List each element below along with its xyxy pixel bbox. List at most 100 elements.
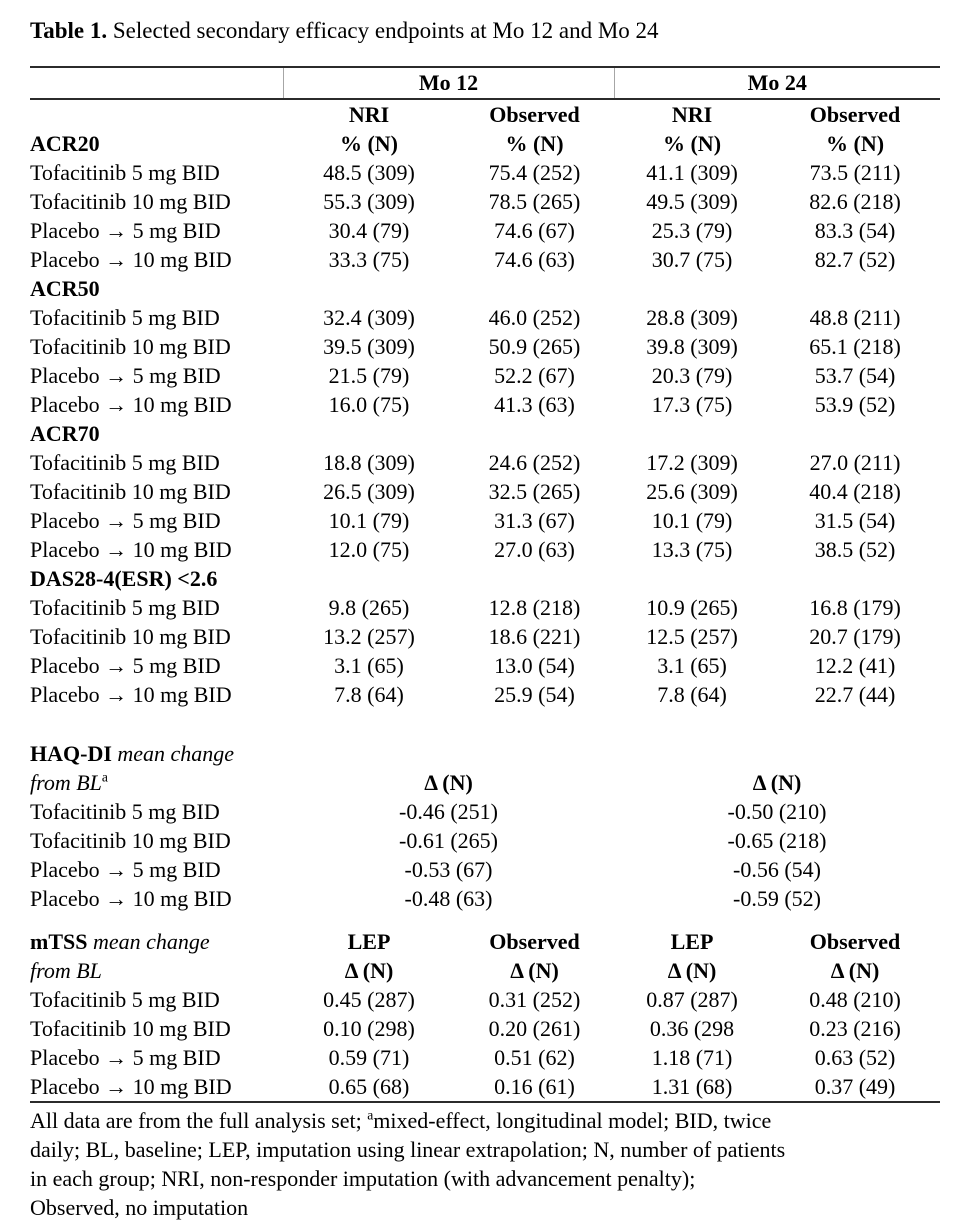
table-row: Placebo → 5 mg BID 10.1 (79) 31.3 (67) 1… bbox=[30, 506, 940, 535]
value-cell: 31.3 (67) bbox=[494, 507, 575, 533]
value-cell: 30.4 (79) bbox=[328, 217, 410, 243]
footnote-marker: a bbox=[367, 1107, 374, 1123]
spacer-row bbox=[30, 913, 940, 927]
footnote-line1-pre: All data are from the full analysis set; bbox=[30, 1108, 368, 1133]
section-row-acr70: ACR70 bbox=[30, 419, 940, 448]
table-title-text: Selected secondary efficacy endpoints at… bbox=[107, 18, 659, 43]
value-cell: 0.31 (252) bbox=[488, 986, 581, 1012]
value-cell: 39.5 (309) bbox=[323, 333, 415, 359]
value-cell: 0.65 (68) bbox=[328, 1073, 410, 1099]
row-label: Tofacitinib 10 mg BID bbox=[30, 1015, 231, 1041]
footnote-line2: daily; BL, baseline; LEP, imputation usi… bbox=[30, 1137, 786, 1162]
table-row: Tofacitinib 5 mg BID 32.4 (309) 46.0 (25… bbox=[30, 303, 940, 332]
empty-cell bbox=[770, 739, 940, 768]
value-cell: 12.0 (75) bbox=[328, 536, 410, 562]
value-cell: 25.6 (309) bbox=[646, 478, 738, 504]
value-cell: 17.2 (309) bbox=[646, 449, 738, 475]
section-row-haqdi-line2: from BLa Δ (N) Δ (N) bbox=[30, 768, 940, 797]
value-cell: 26.5 (309) bbox=[323, 478, 415, 504]
value-cell: 27.0 (211) bbox=[809, 449, 901, 475]
value-cell: 28.8 (309) bbox=[646, 304, 738, 330]
row-label: Tofacitinib 5 mg BID bbox=[30, 304, 220, 330]
value-cell: 10.1 (79) bbox=[651, 507, 733, 533]
value-cell: 30.7 (75) bbox=[651, 246, 733, 272]
table-row: Placebo → 10 mg BID -0.48 (63) -0.59 (52… bbox=[30, 884, 940, 913]
empty-cell bbox=[614, 564, 770, 593]
table-row: Tofacitinib 5 mg BID 0.45 (287) 0.31 (25… bbox=[30, 985, 940, 1014]
row-label: Placebo → 10 mg BID bbox=[30, 391, 232, 417]
empty-cell bbox=[770, 419, 940, 448]
value-cell: 7.8 (64) bbox=[657, 681, 727, 707]
value-cell: 12.8 (218) bbox=[488, 594, 581, 620]
section-row-haqdi-line1: HAQ-DI mean change bbox=[30, 739, 940, 768]
header-empty-cell bbox=[30, 99, 283, 129]
from-bl-text: from BL bbox=[30, 769, 102, 795]
value-cell: 13.3 (75) bbox=[651, 536, 733, 562]
unit-cell-delta-mo24: Δ (N) bbox=[752, 769, 802, 795]
value-cell: 46.0 (252) bbox=[488, 304, 581, 330]
value-cell: 73.5 (211) bbox=[809, 159, 901, 185]
empty-cell bbox=[614, 739, 770, 768]
value-cell: 13.2 (257) bbox=[323, 623, 415, 649]
value-cell: -0.46 (251) bbox=[399, 798, 498, 824]
row-label: Placebo → 10 mg BID bbox=[30, 1073, 232, 1099]
value-cell: 78.5 (265) bbox=[488, 188, 581, 214]
table-row: Tofacitinib 5 mg BID 18.8 (309) 24.6 (25… bbox=[30, 448, 940, 477]
value-cell: -0.50 (210) bbox=[727, 798, 827, 824]
value-cell: 18.6 (221) bbox=[488, 623, 581, 649]
value-cell: 0.16 (61) bbox=[494, 1073, 575, 1099]
section-row-mtss-line2: from BL Δ (N) Δ (N) Δ (N) Δ (N) bbox=[30, 956, 940, 985]
table-row: Tofacitinib 10 mg BID 26.5 (309) 32.5 (2… bbox=[30, 477, 940, 506]
header-lep-mo12: LEP bbox=[347, 928, 391, 954]
value-cell: 74.6 (63) bbox=[494, 246, 575, 272]
table-row: Tofacitinib 5 mg BID 9.8 (265) 12.8 (218… bbox=[30, 593, 940, 622]
table-title-number: Table 1. bbox=[30, 18, 108, 43]
table-row: Tofacitinib 10 mg BID 0.10 (298) 0.20 (2… bbox=[30, 1014, 940, 1043]
table-row: Tofacitinib 10 mg BID 13.2 (257) 18.6 (2… bbox=[30, 622, 940, 651]
unit-cell: % (N) bbox=[826, 130, 885, 156]
table-row: Placebo → 5 mg BID 3.1 (65) 13.0 (54) 3.… bbox=[30, 651, 940, 680]
header-observed-mo12: Observed bbox=[489, 928, 580, 954]
unit-cell: % (N) bbox=[339, 130, 399, 156]
empty-cell bbox=[283, 564, 455, 593]
value-cell: 3.1 (65) bbox=[334, 652, 404, 678]
empty-cell bbox=[455, 419, 614, 448]
header-observed-mo24: Observed bbox=[809, 101, 901, 127]
value-cell: 0.36 (298 bbox=[649, 1015, 735, 1041]
unit-cell: % (N) bbox=[662, 130, 722, 156]
value-cell: 65.1 (218) bbox=[809, 333, 901, 359]
row-label: Tofacitinib 5 mg BID bbox=[30, 159, 220, 185]
value-cell: -0.65 (218) bbox=[727, 827, 827, 853]
value-cell: 82.7 (52) bbox=[814, 246, 896, 272]
row-label: Placebo → 5 mg BID bbox=[30, 856, 221, 882]
row-label: Placebo → 5 mg BID bbox=[30, 652, 221, 678]
value-cell: 74.6 (67) bbox=[494, 217, 575, 243]
value-cell: 21.5 (79) bbox=[328, 362, 410, 388]
value-cell: 20.3 (79) bbox=[651, 362, 733, 388]
section-heading: ACR70 bbox=[30, 420, 100, 446]
efficacy-table: Mo 12 Mo 24 NRI Observed NRI Observed AC… bbox=[30, 66, 941, 1101]
value-cell: -0.59 (52) bbox=[733, 885, 822, 911]
value-cell: 0.45 (287) bbox=[323, 986, 415, 1012]
table-row: Placebo → 10 mg BID 33.3 (75) 74.6 (63) … bbox=[30, 245, 940, 274]
row-label: Tofacitinib 10 mg BID bbox=[30, 623, 231, 649]
value-cell: 0.10 (298) bbox=[323, 1015, 415, 1041]
unit-cell: Δ (N) bbox=[344, 957, 394, 983]
footnote-marker: a bbox=[101, 769, 108, 785]
footnote-line3: in each group; NRI, non-responder imputa… bbox=[30, 1166, 696, 1191]
row-label: Tofacitinib 10 mg BID bbox=[30, 478, 231, 504]
value-cell: 32.4 (309) bbox=[323, 304, 415, 330]
table-row: Placebo → 10 mg BID 16.0 (75) 41.3 (63) … bbox=[30, 390, 940, 419]
table-row: Placebo → 5 mg BID 21.5 (79) 52.2 (67) 2… bbox=[30, 361, 940, 390]
row-label: Placebo → 10 mg BID bbox=[30, 681, 232, 707]
header-lep-mo24: LEP bbox=[670, 928, 714, 954]
section-heading-italic: mean change bbox=[111, 740, 235, 766]
table-row: Tofacitinib 10 mg BID -0.61 (265) -0.65 … bbox=[30, 826, 940, 855]
table-row: Tofacitinib 5 mg BID -0.46 (251) -0.50 (… bbox=[30, 797, 940, 826]
row-label: Tofacitinib 5 mg BID bbox=[30, 798, 220, 824]
section-heading-bold: HAQ-DI bbox=[30, 740, 112, 766]
row-label: Placebo → 10 mg BID bbox=[30, 885, 232, 911]
value-cell: 38.5 (52) bbox=[814, 536, 896, 562]
value-cell: 16.0 (75) bbox=[328, 391, 410, 417]
header-row-method: NRI Observed NRI Observed bbox=[30, 99, 940, 129]
